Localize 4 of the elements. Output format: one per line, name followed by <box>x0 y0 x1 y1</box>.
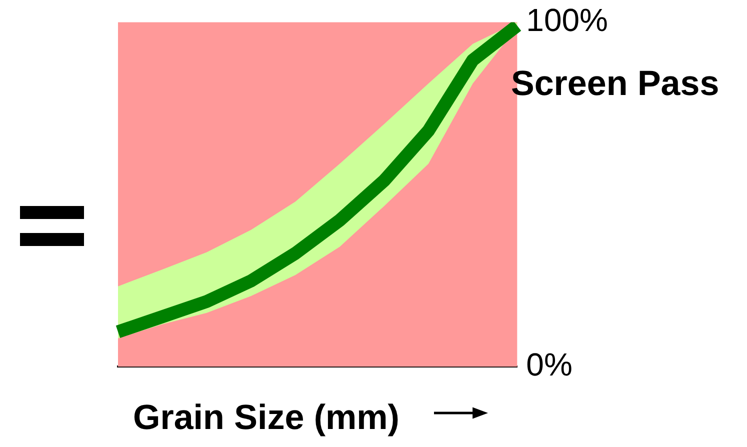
y-tick-label: 100% <box>526 2 608 38</box>
y-axis-title: Screen Pass <box>511 64 720 104</box>
x-axis-title: Grain Size (mm) <box>133 398 400 438</box>
y-tick-label: 0% <box>526 346 572 382</box>
